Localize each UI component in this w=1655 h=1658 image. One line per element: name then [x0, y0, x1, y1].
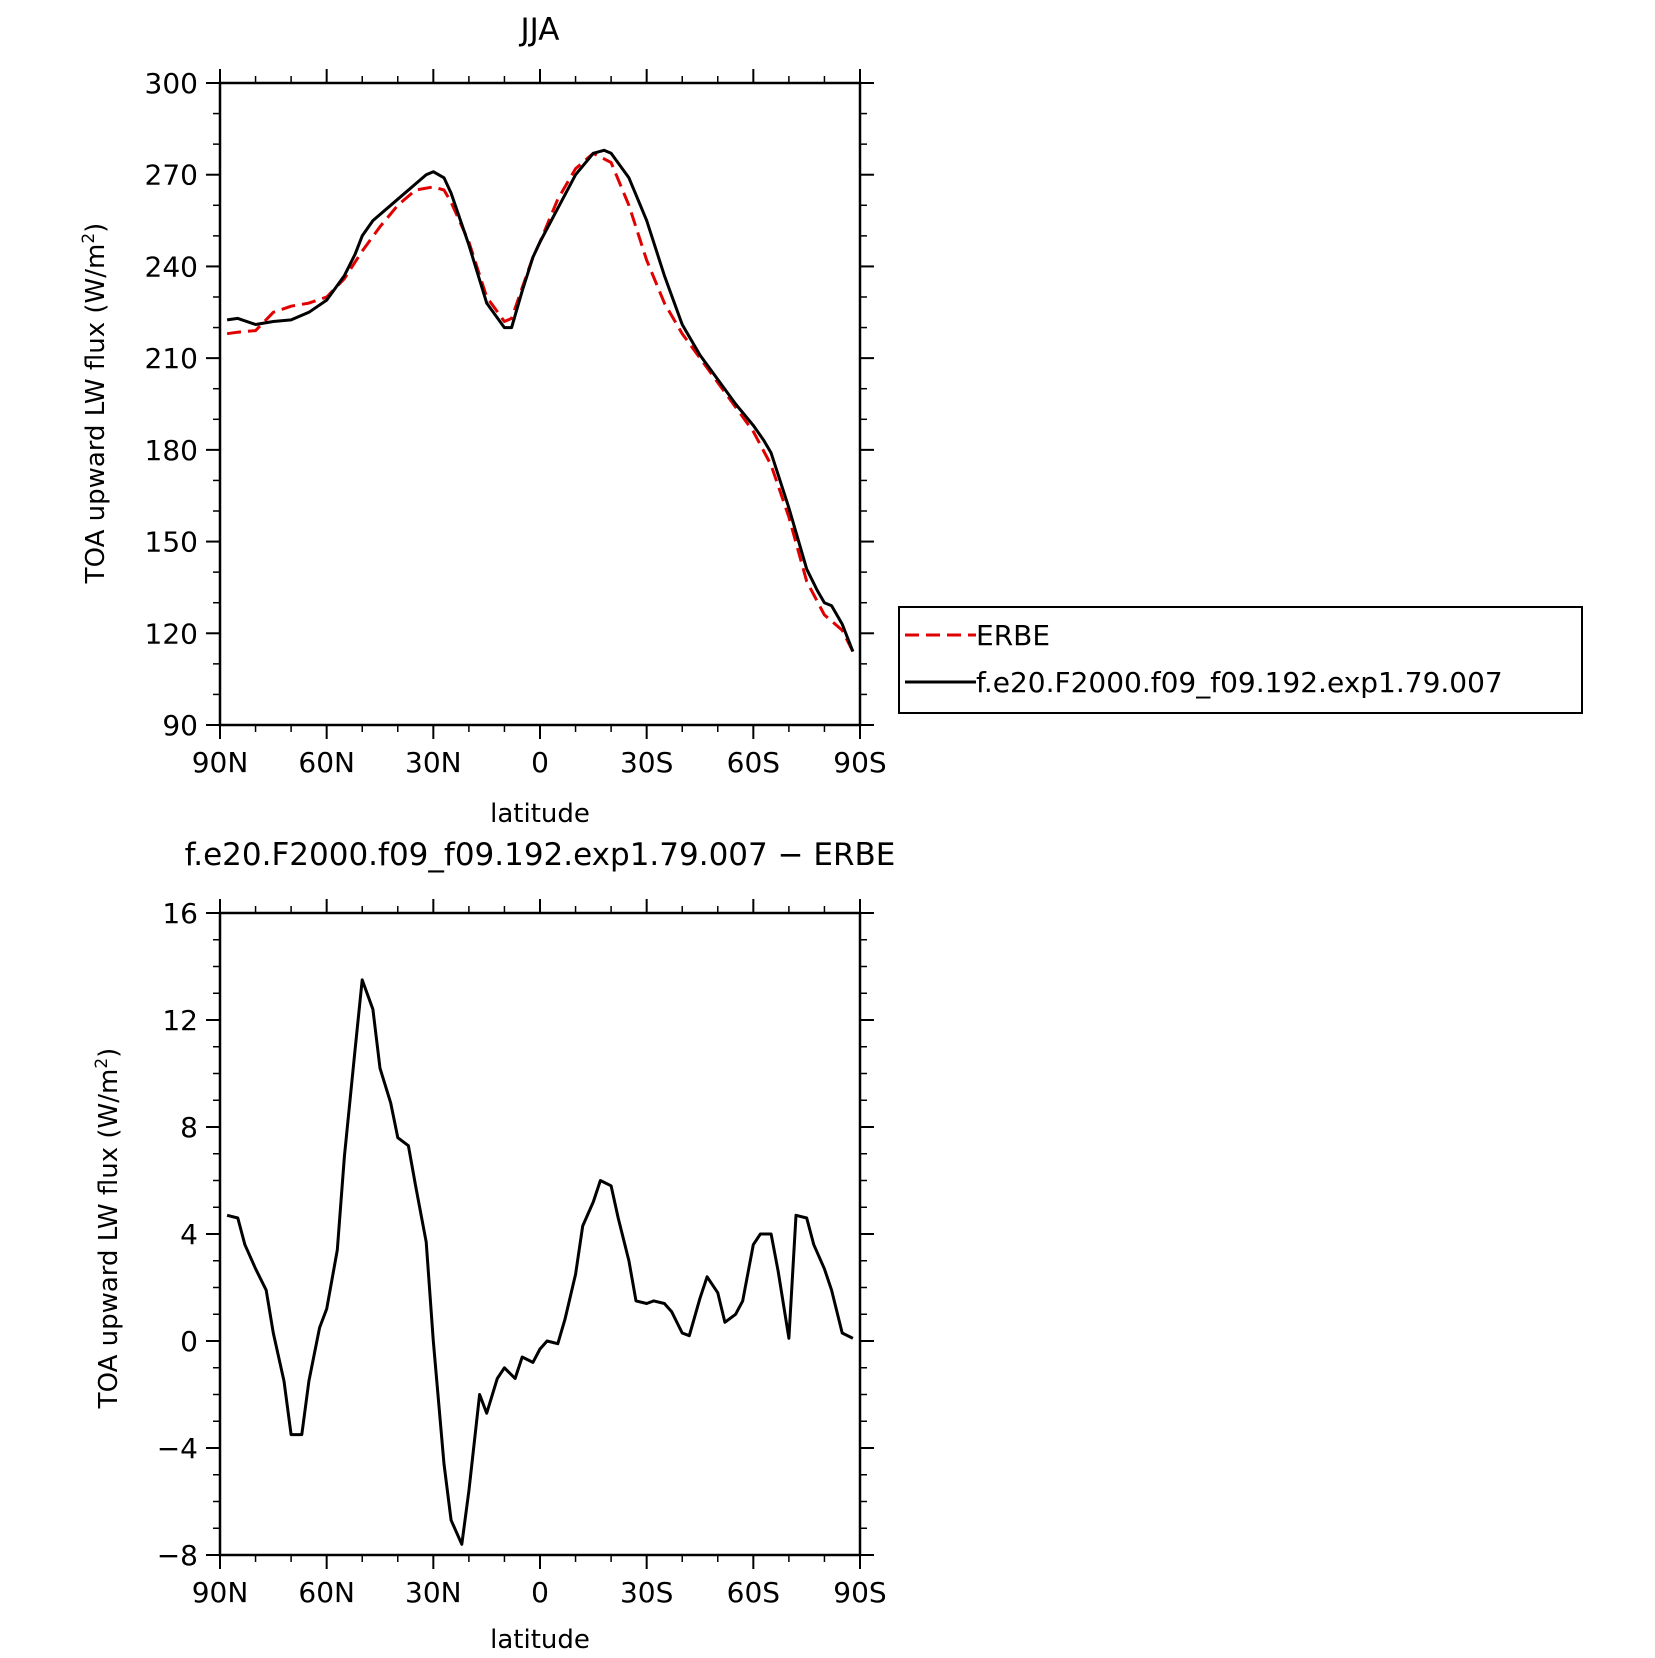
model-series-line	[226, 148, 855, 653]
erbe-series-line	[226, 151, 855, 653]
y-tick-label: 150	[145, 526, 198, 559]
top-panel: JJA 90N 60N 30N 0 30S 60S 90S 90 120 150 180 210 240…	[79, 12, 1583, 829]
y-tick-label: 180	[145, 434, 198, 467]
x-tick-label: 90N	[192, 1576, 249, 1609]
y-tick-label: 90	[162, 709, 198, 742]
x-tick-label: 90N	[192, 746, 249, 779]
x-tick-label: 30N	[405, 1576, 462, 1609]
difference-series-line	[226, 978, 854, 1546]
bottom-y-axis-label: TOA upward LW flux (W/m2)	[92, 1048, 124, 1410]
bottom-plot-lines	[226, 978, 854, 1546]
y-tick-label: 12	[162, 1004, 198, 1037]
bottom-panel: f.e20.F2000.f09_f09.192.exp1.79.007 − ER…	[92, 837, 895, 1655]
y-tick-label: −4	[157, 1432, 198, 1465]
y-tick-label: 16	[162, 897, 198, 930]
x-tick-label: 60N	[298, 746, 355, 779]
y-tick-label: −8	[157, 1539, 198, 1572]
x-tick-label: 60S	[727, 746, 780, 779]
x-tick-label: 30N	[405, 746, 462, 779]
bottom-x-axis-label: latitude	[490, 1625, 590, 1655]
y-tick-label: 0	[180, 1325, 198, 1358]
x-tick-label: 0	[531, 1576, 549, 1609]
x-tick-label: 30S	[620, 1576, 673, 1609]
x-tick-label: 60S	[727, 1576, 780, 1609]
y-tick-label: 4	[180, 1218, 198, 1251]
plot-frame	[218, 81, 862, 727]
x-tick-label: 60N	[298, 1576, 355, 1609]
y-tick-label: 240	[145, 250, 198, 283]
y-tick-label: 300	[145, 67, 198, 100]
bottom-axes: 90N 60N 30N 0 30S 60S 90S −8 −4 0 4 8 12 16	[157, 897, 887, 1609]
legend-erbe-label: ERBE	[976, 619, 1050, 652]
top-axes: 90N 60N 30N 0 30S 60S 90S 90 120 150 180 210 240 270 3…	[145, 67, 887, 779]
x-tick-label: 30S	[620, 746, 673, 779]
top-chart-title: JJA	[519, 12, 560, 48]
legend: ERBE f.e20.F2000.f09_f09.192.exp1.79.007	[898, 606, 1583, 714]
legend-model-label: f.e20.F2000.f09_f09.192.exp1.79.007	[976, 666, 1503, 699]
x-tick-label: 0	[531, 746, 549, 779]
top-plot-lines	[226, 148, 855, 653]
x-tick-label: 90S	[833, 746, 886, 779]
y-tick-label: 120	[145, 617, 198, 650]
legend-box	[898, 606, 1583, 714]
top-x-axis-label: latitude	[490, 799, 590, 829]
bottom-chart-title: f.e20.F2000.f09_f09.192.exp1.79.007 − ER…	[185, 837, 896, 873]
y-tick-label: 8	[180, 1111, 198, 1144]
y-tick-label: 270	[145, 159, 198, 192]
x-tick-label: 90S	[833, 1576, 886, 1609]
top-y-axis-label: TOA upward LW flux (W/m2)	[79, 223, 111, 585]
y-tick-label: 210	[145, 342, 198, 375]
